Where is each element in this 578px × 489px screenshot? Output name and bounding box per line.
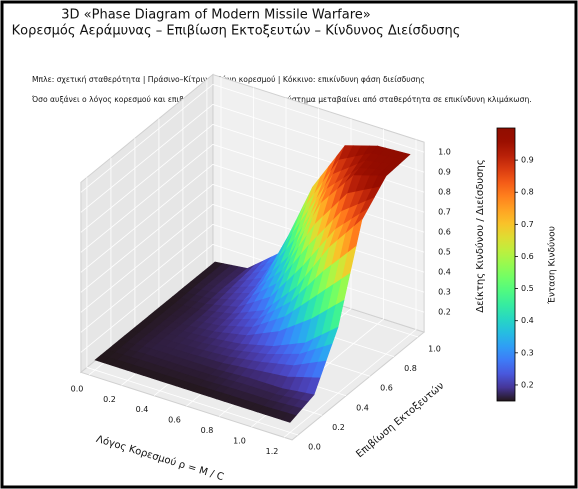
x-tick-label: 1.2 [266, 447, 279, 456]
z-axis-label: Δείκτης Κινδύνου / Διείσδυσης [474, 159, 486, 312]
x-tick-label: 0.8 [201, 426, 214, 435]
x-tick-label: 0.6 [168, 416, 181, 425]
surface-cell [224, 377, 283, 413]
surface-cell [288, 145, 346, 257]
z-tick-label: 1.0 [438, 148, 451, 157]
surface-cell [239, 285, 298, 347]
surface-cell [159, 358, 218, 392]
grid-line [80, 244, 425, 353]
surface-cell [198, 286, 257, 315]
surface-facet [281, 412, 297, 423]
surface-cell [320, 145, 379, 204]
y-tick-label: 0.2 [332, 423, 345, 432]
surface-cell [256, 388, 315, 423]
x-tick-label: 0.0 [71, 384, 84, 393]
z-tick-label: 0.4 [438, 268, 451, 277]
y-tick-label: 0.0 [308, 443, 321, 452]
y-tick-label: 1.0 [428, 345, 441, 354]
grid-line [283, 139, 417, 438]
colorbar [496, 127, 516, 402]
surface-cell [222, 252, 281, 289]
x-tick-label: 1.0 [233, 436, 246, 445]
grid-line [86, 177, 299, 436]
z-tick-label: 0.2 [438, 308, 451, 317]
chart-title: 3D «Phase Diagram of Modern Missile Warf… [61, 8, 370, 23]
surface-cell [263, 203, 322, 312]
surface-cell [207, 310, 266, 345]
grid-line [80, 84, 425, 193]
z-tick-label: 0.9 [438, 168, 451, 177]
x-tick-label: 0.4 [136, 405, 149, 414]
colorbar-tick-label: 0.3 [521, 348, 534, 357]
chart-subtitle: Κορεσμός Αεράμυνας – Επιβίωση Εκτοξευτών… [12, 24, 461, 39]
surface-cell [190, 261, 249, 289]
colorbar-tick-label: 0.6 [521, 252, 534, 261]
surface-cell [281, 326, 339, 396]
surface-cell [248, 342, 307, 389]
surface-cell [272, 247, 330, 347]
colorbar-tick-label: 0.7 [521, 220, 534, 229]
y-tick-label: 0.6 [380, 384, 393, 393]
x-tick-label: 0.2 [103, 395, 116, 404]
surface-cell [94, 340, 153, 371]
colorbar-tick-label: 0.8 [521, 188, 534, 197]
surface-cell [305, 218, 363, 344]
y-tick-label: 0.8 [404, 364, 417, 373]
surface-cell [150, 328, 209, 360]
colorbar-label: Ένταση Κινδύνου [547, 226, 558, 305]
surface-cell [352, 145, 411, 177]
z-tick-label: 0.5 [438, 248, 451, 257]
colorbar-tick-label: 0.2 [521, 380, 534, 389]
colorbar-tick-label: 0.9 [521, 156, 534, 165]
surface-cell [183, 337, 242, 370]
colorbar-tick-label: 0.5 [521, 284, 534, 293]
plot-3d: 0.0 0.2 0.4 0.6 0.8 1.0 1.2 0.0 0.2 0.4 0.6 0.8 1.0 0… [71, 73, 486, 483]
grid-line [80, 224, 425, 333]
z-tick-label: 0.3 [438, 288, 451, 297]
surface-cell [255, 187, 313, 287]
colorbar-tick-label: 0.4 [521, 316, 534, 325]
z-tick-label: 0.8 [438, 188, 451, 197]
surface-cell [126, 348, 185, 382]
y-tick-label: 0.4 [356, 403, 369, 412]
surface-cell [231, 256, 289, 315]
z-tick-label: 0.6 [438, 228, 451, 237]
z-tick-label: 0.7 [438, 208, 451, 217]
